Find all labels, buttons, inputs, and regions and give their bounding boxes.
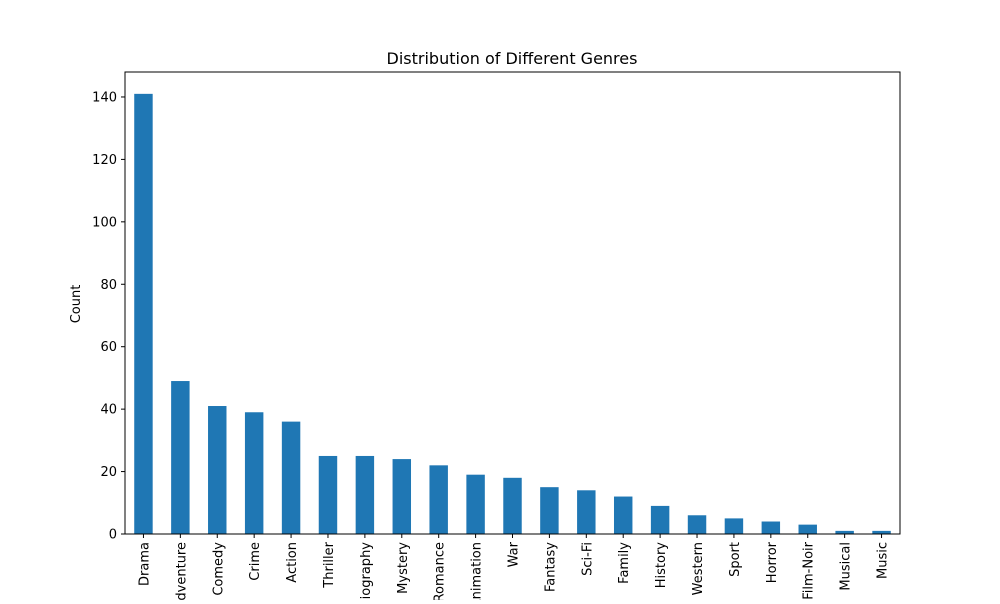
- bar-history: [650, 505, 670, 534]
- x-tick-label: Horror: [765, 541, 780, 583]
- x-tick-label: Sci-Fi: [580, 542, 595, 576]
- bar-fantasy: [540, 487, 559, 534]
- x-tick-label: Crime: [248, 542, 263, 581]
- bar-family: [613, 496, 633, 534]
- x-tick-label: Romance: [433, 542, 448, 600]
- bar-music: [872, 530, 891, 534]
- x-tick-label: Action: [285, 542, 300, 583]
- x-tick-label: Mystery: [396, 542, 411, 594]
- x-tick-label: Thriller: [322, 541, 337, 588]
- plot-frame: [124, 71, 901, 535]
- x-tick-label: Comedy: [211, 542, 226, 596]
- chart-title: Distribution of Different Genres: [387, 49, 638, 68]
- bar-horror: [761, 521, 781, 534]
- bar-biography: [355, 455, 375, 534]
- x-tick-label: Western: [691, 542, 706, 595]
- bar-drama: [134, 93, 153, 534]
- bar-comedy: [208, 406, 227, 534]
- y-tick-label: 0: [109, 528, 117, 543]
- y-tick-label: 20: [100, 465, 117, 480]
- x-tick-label: History: [654, 542, 669, 589]
- bar-sci-fi: [577, 490, 596, 534]
- bars-group: [134, 93, 891, 534]
- x-tick-label: Film-Noir: [802, 541, 817, 599]
- x-tick-label: Sport: [728, 542, 743, 577]
- x-tick-label: Drama: [137, 542, 152, 586]
- bar-war: [503, 477, 522, 534]
- x-axis: Drama Adventure Comedy Crime Action Thriller B…: [137, 534, 891, 604]
- bar-action: [281, 421, 301, 534]
- x-tick-label: Family: [617, 542, 632, 584]
- x-tick-label: Music: [876, 542, 891, 579]
- y-tick-label: 140: [92, 90, 117, 105]
- bar-film-noir: [798, 524, 817, 534]
- bar-adventure: [171, 381, 190, 534]
- bar-thriller: [318, 455, 338, 534]
- y-tick-label: 100: [92, 215, 117, 230]
- y-tick-label: 60: [100, 340, 117, 355]
- bar-romance: [429, 465, 448, 534]
- bar-crime: [244, 412, 264, 534]
- bar-animation: [466, 474, 485, 534]
- y-axis: 0 20 40 60 80 100 120 140: [92, 90, 125, 543]
- x-tick-label: Fantasy: [543, 542, 558, 592]
- bar-mystery: [392, 459, 412, 534]
- x-tick-label: Biography: [359, 542, 374, 600]
- x-tick-label: Adventure: [174, 542, 189, 600]
- y-tick-label: 40: [100, 403, 117, 418]
- bar-musical: [835, 530, 854, 534]
- y-axis-label: Count: [69, 285, 84, 324]
- x-tick-label: Musical: [839, 542, 854, 591]
- y-tick-label: 120: [92, 153, 117, 168]
- bar-sport: [724, 518, 744, 534]
- x-tick-label: War: [507, 541, 522, 567]
- y-tick-label: 80: [100, 278, 117, 293]
- x-tick-label: Animation: [470, 542, 485, 600]
- bar-western: [687, 515, 707, 534]
